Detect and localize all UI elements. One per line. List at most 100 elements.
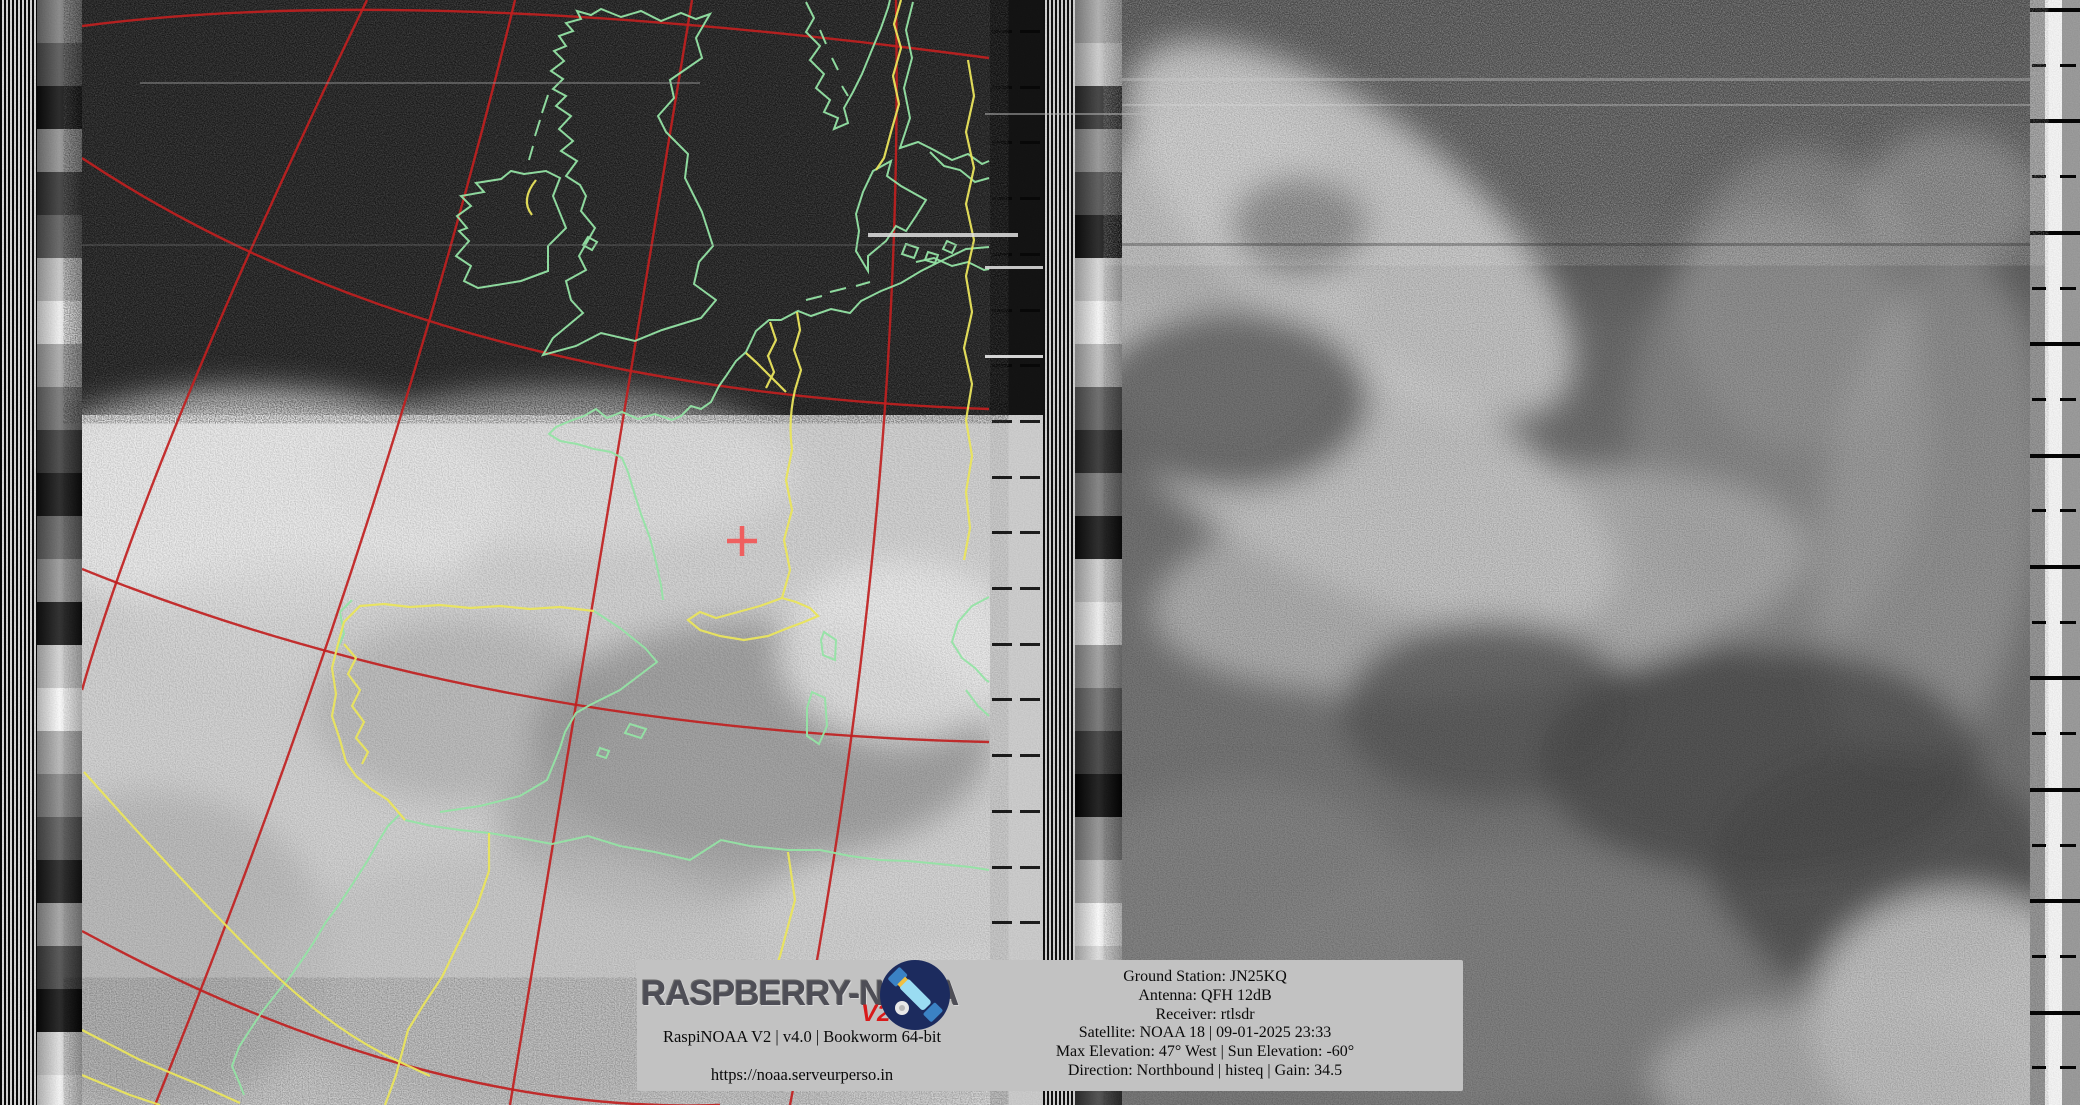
decor-block [1075,645,1122,688]
decor-block [37,344,82,387]
decor-block [2060,732,2076,736]
decor-block [37,430,82,473]
receiver-line: Receiver: rtlsdr [1155,1005,1255,1023]
decor-block [1020,141,1040,145]
decor-block [1075,258,1122,301]
decor-block [1075,731,1122,774]
satellite-logo-icon [879,959,951,1031]
decor-block [992,921,1012,925]
decor-block [37,258,82,301]
decor-block [2030,787,2080,792]
decor-block [37,215,82,258]
decor-block [37,731,82,774]
decor-block [37,903,82,946]
decor-block [1020,531,1040,535]
decor-block [37,301,82,344]
decor-block [2030,119,2080,124]
decor-block [37,1075,82,1105]
decor-block [992,587,1012,590]
decor-block [1020,698,1040,702]
decor-block [1075,86,1122,129]
sync-bar-left [0,0,37,1105]
decor-block [1075,172,1122,215]
decor-block [1020,809,1040,813]
minute-marker-bar-right [2030,0,2080,1105]
decor-block [37,516,82,559]
decor-block [37,860,82,903]
decor-block [2030,676,2080,681]
decor-block [2030,1010,2080,1015]
decor-block [2032,732,2046,736]
decor-block [1020,419,1040,423]
decor-block [992,308,1012,312]
station-url: https://noaa.serveurperso.in [710,1065,894,1084]
decor-block [1075,215,1122,258]
elevation-line: Max Elevation: 47° West | Sun Elevation:… [1055,1043,1355,1061]
decor-block [2060,509,2076,513]
decor-block [37,774,82,817]
decor-block [2030,565,2080,569]
decor-block [2060,175,2076,179]
decor-block [37,473,82,516]
decor-block [1020,85,1040,89]
decor-block [1075,301,1122,344]
pass-info: Ground Station: JN25KQ Antenna: QFH 12dB… [947,968,1463,1081]
decor-block [2060,63,2076,67]
decor-block [992,754,1012,758]
decor-block [1020,921,1040,925]
info-overlay: RASPBERRY-NOAA V2 RaspiNOAA V2 | v4.0 | … [637,960,1463,1091]
decor-block [2030,8,2080,12]
decor-block [2030,342,2080,347]
decor-block [37,645,82,688]
decor-block [1075,473,1122,516]
decor-block [37,1032,82,1075]
decor-block [992,252,1012,256]
sync-bar-mid [1043,0,1075,1105]
decor-block [2030,230,2080,235]
decor-block [1075,688,1122,731]
decor-block [2032,1066,2046,1070]
decor-block [992,809,1012,813]
decor-block [992,197,1012,201]
image-channel-a [82,0,990,1105]
decor-block [992,865,1012,869]
decor-block [37,688,82,731]
decor-block [2030,453,2080,458]
decor-block [37,43,82,86]
decor-block [1020,642,1040,646]
decor-block [992,364,1012,368]
ground-station-line: Ground Station: JN25KQ [1123,968,1287,985]
decor-block [1020,754,1040,758]
decor-block [37,946,82,989]
decor-block [2032,843,2046,847]
decor-block [1020,364,1040,368]
decor-block [1075,516,1122,559]
decor-block [1075,387,1122,430]
decor-block [992,475,1012,479]
decor-block [2032,954,2046,958]
decor-block [2060,954,2076,958]
decor-block [37,172,82,215]
decor-block [2060,620,2076,624]
decor-block [1075,860,1122,903]
decor-block [992,419,1012,423]
satellite-line: Satellite: NOAA 18 | 09-01-2025 23:33 [1078,1024,1332,1042]
telemetry-wedge-left [37,0,82,1105]
telemetry-wedge-mid [1075,0,1122,1105]
decor-block [2060,1066,2076,1070]
decor-block [992,141,1012,145]
decor-block [1075,774,1122,817]
decor-block [1075,817,1122,860]
decor-block [37,387,82,430]
decor-block [2032,620,2046,624]
decor-block [992,531,1012,535]
decor-block [1020,252,1040,256]
direction-line: Direction: Northbound | histeq | Gain: 3… [1067,1061,1343,1079]
decor-block [992,30,1012,33]
decor-block [2032,63,2046,67]
decor-block [2060,843,2076,847]
decor-block [37,129,82,172]
decor-block [992,698,1012,702]
build-info: RaspiNOAA V2 | v4.0 | Bookworm 64-bit [662,1027,942,1046]
